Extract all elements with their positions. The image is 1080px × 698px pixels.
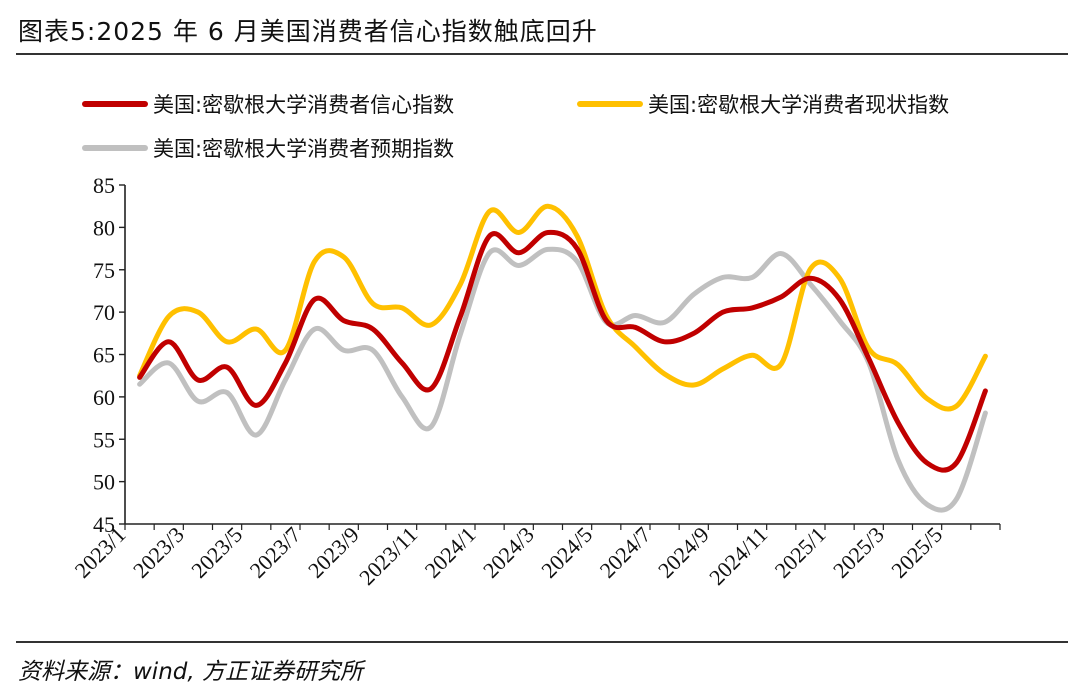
chart-title: 图表5:2025 年 6 月美国消费者信心指数触底回升: [18, 17, 598, 46]
x-tick-label: 2023/7: [245, 522, 306, 583]
y-tick-label: 55: [93, 427, 115, 452]
x-tick-label: 2023/11: [354, 522, 422, 590]
line-chart: 美国:密歇根大学消费者信心指数 美国:密歇根大学消费者现状指数美国:密歇根大学消费…: [70, 93, 1001, 590]
axes: 4550556065707580852023/12023/32023/52023…: [70, 173, 1001, 590]
x-tick-label: 2025/3: [828, 522, 889, 583]
footer-divider: [16, 641, 1068, 643]
legend-label: 美国:密歇根大学消费者信心指数: [153, 93, 454, 117]
y-tick-label: 80: [93, 215, 115, 240]
x-tick-label: 2024/1: [420, 522, 481, 583]
x-tick-label: 2024/5: [536, 522, 597, 583]
y-tick-label: 60: [93, 385, 115, 410]
y-tick-label: 75: [93, 258, 115, 283]
y-tick-label: 45: [93, 512, 115, 537]
x-tick-label: 2023/3: [128, 522, 189, 583]
source-note: 资料来源：wind, 方正证券研究所: [18, 659, 363, 685]
title-divider: [16, 53, 1068, 55]
x-tick-label: 2025/5: [886, 522, 947, 583]
x-tick-label: 2023/5: [186, 522, 247, 583]
x-tick-label: 2024/3: [478, 522, 539, 583]
y-tick-label: 50: [93, 470, 115, 495]
legend-label: 美国:密歇根大学消费者现状指数: [648, 93, 949, 117]
series-line-expectations: [137, 246, 988, 513]
legend: 美国:密歇根大学消费者信心指数 美国:密歇根大学消费者现状指数美国:密歇根大学消费…: [82, 93, 949, 161]
x-tick-label: 2024/11: [704, 522, 772, 590]
y-tick-label: 70: [93, 300, 115, 325]
legend-label: 美国:密歇根大学消费者预期指数: [153, 137, 454, 161]
series-layer: [137, 203, 988, 513]
y-tick-label: 85: [93, 173, 115, 198]
x-tick-label: 2025/1: [770, 522, 831, 583]
y-tick-label: 65: [93, 343, 115, 368]
series-line-confidence: [137, 229, 988, 473]
x-tick-label: 2024/7: [595, 522, 656, 583]
series-line-current: [137, 203, 988, 412]
